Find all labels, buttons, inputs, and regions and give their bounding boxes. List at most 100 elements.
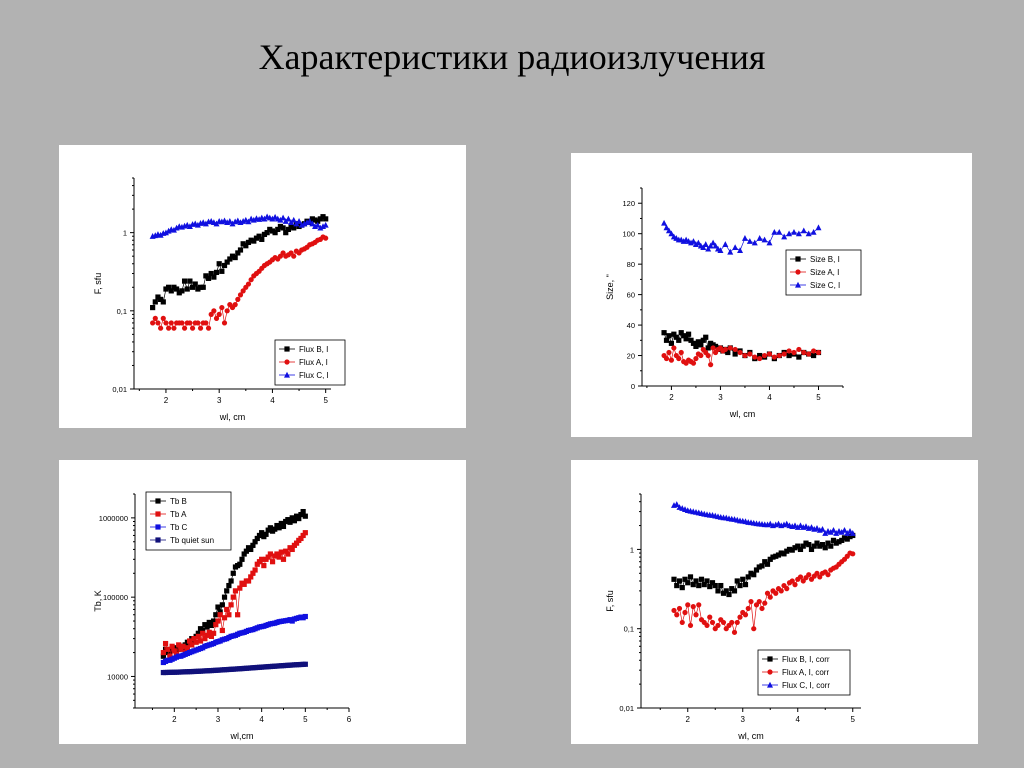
data-point [195,320,201,326]
series-tb-quiet-sun [160,661,308,676]
data-point [150,304,156,311]
data-point [302,613,308,620]
data-point [687,574,694,580]
data-point [841,535,848,541]
data-point [194,221,201,228]
data-point [693,343,699,349]
series-size-a-i [661,345,822,368]
data-point [283,548,289,554]
data-point [727,248,734,255]
tb-chart-panel: 2 3 4 5 6 10000 100000 1000000 wl,cm Tb, K Tb B Tb … [59,460,466,744]
data-point [773,553,779,559]
data-point [158,325,164,331]
y-tick-label: 100 [622,230,635,239]
data-point [272,230,278,236]
data-point [833,540,839,546]
data-point [287,519,293,525]
data-point [822,545,828,551]
data-point [211,618,217,624]
legend-label: Flux A, I, corr [782,668,829,677]
data-point [195,630,201,636]
data-point [790,228,797,235]
data-point [309,216,315,222]
data-point [224,606,230,613]
x-tick-label: 3 [718,393,723,402]
series-flux-a-i [150,234,329,331]
data-point [685,602,691,608]
y-axis-label: Size, " [605,274,615,300]
data-point [822,530,829,536]
data-point [152,315,158,321]
data-point [219,304,225,311]
data-point [786,230,793,237]
data-point [766,351,773,357]
data-point [753,567,760,573]
x-tick-label: 5 [816,393,821,402]
series-line [663,222,819,253]
data-point [211,630,217,636]
data-point [256,216,263,222]
x-tick-label: 2 [669,393,674,402]
data-point [195,286,201,292]
data-point [302,513,308,519]
data-point [248,277,254,283]
data-point [200,630,206,636]
data-point [844,530,851,536]
data-point [259,556,265,562]
data-point [702,241,709,247]
data-point [722,346,728,353]
data-point [676,355,682,362]
data-point [761,236,768,243]
data-point [184,286,190,292]
data-point [267,226,273,233]
flux-chart-panel: 2 3 4 5 0,01 0,1 1 wl, cm F, sfu Flux B, I Flux A,… [59,145,466,428]
data-point [680,238,687,244]
legend: Flux B, I, corr Flux A, I, corr Flux C, I,… [757,649,851,696]
data-point [717,247,724,254]
data-point [261,231,268,237]
data-point [200,627,206,634]
data-point [698,576,705,582]
data-point [181,278,188,284]
data-point [666,333,672,339]
data-point [274,551,280,557]
data-point [742,582,749,588]
x-tick-label: 4 [270,396,275,405]
series-flux-b-i-corr [671,532,856,598]
data-point [847,527,853,534]
legend-marker [155,524,161,530]
data-point [165,227,172,234]
data-point [751,572,757,578]
data-point [280,556,287,562]
x-axis-label: wl, cm [737,731,764,741]
data-point [668,357,675,363]
legend-marker [795,256,801,262]
data-point [211,308,217,314]
series-size-c-i [661,219,822,255]
data-point [814,570,820,576]
data-point [157,231,164,238]
data-point [193,639,199,645]
data-point [718,582,724,589]
data-point [661,330,667,336]
data-point [248,574,254,580]
data-point [731,629,738,635]
y-tick-label: 0,01 [619,704,634,713]
series-line [673,503,853,534]
data-point [213,622,219,628]
data-point [707,242,714,249]
data-point [732,244,739,250]
data-point [162,640,169,647]
data-point [167,653,173,659]
y-tick-label: 10000 [107,672,128,681]
data-point [200,284,206,290]
data-point [265,554,271,560]
data-point [745,574,751,580]
legend-label: Size B, I [810,255,840,264]
data-point [682,576,688,582]
data-point [269,228,276,234]
data-point [178,646,184,652]
legend-label: Tb B [170,497,187,506]
x-axis-label: wl, cm [729,409,756,419]
data-point [786,352,792,359]
